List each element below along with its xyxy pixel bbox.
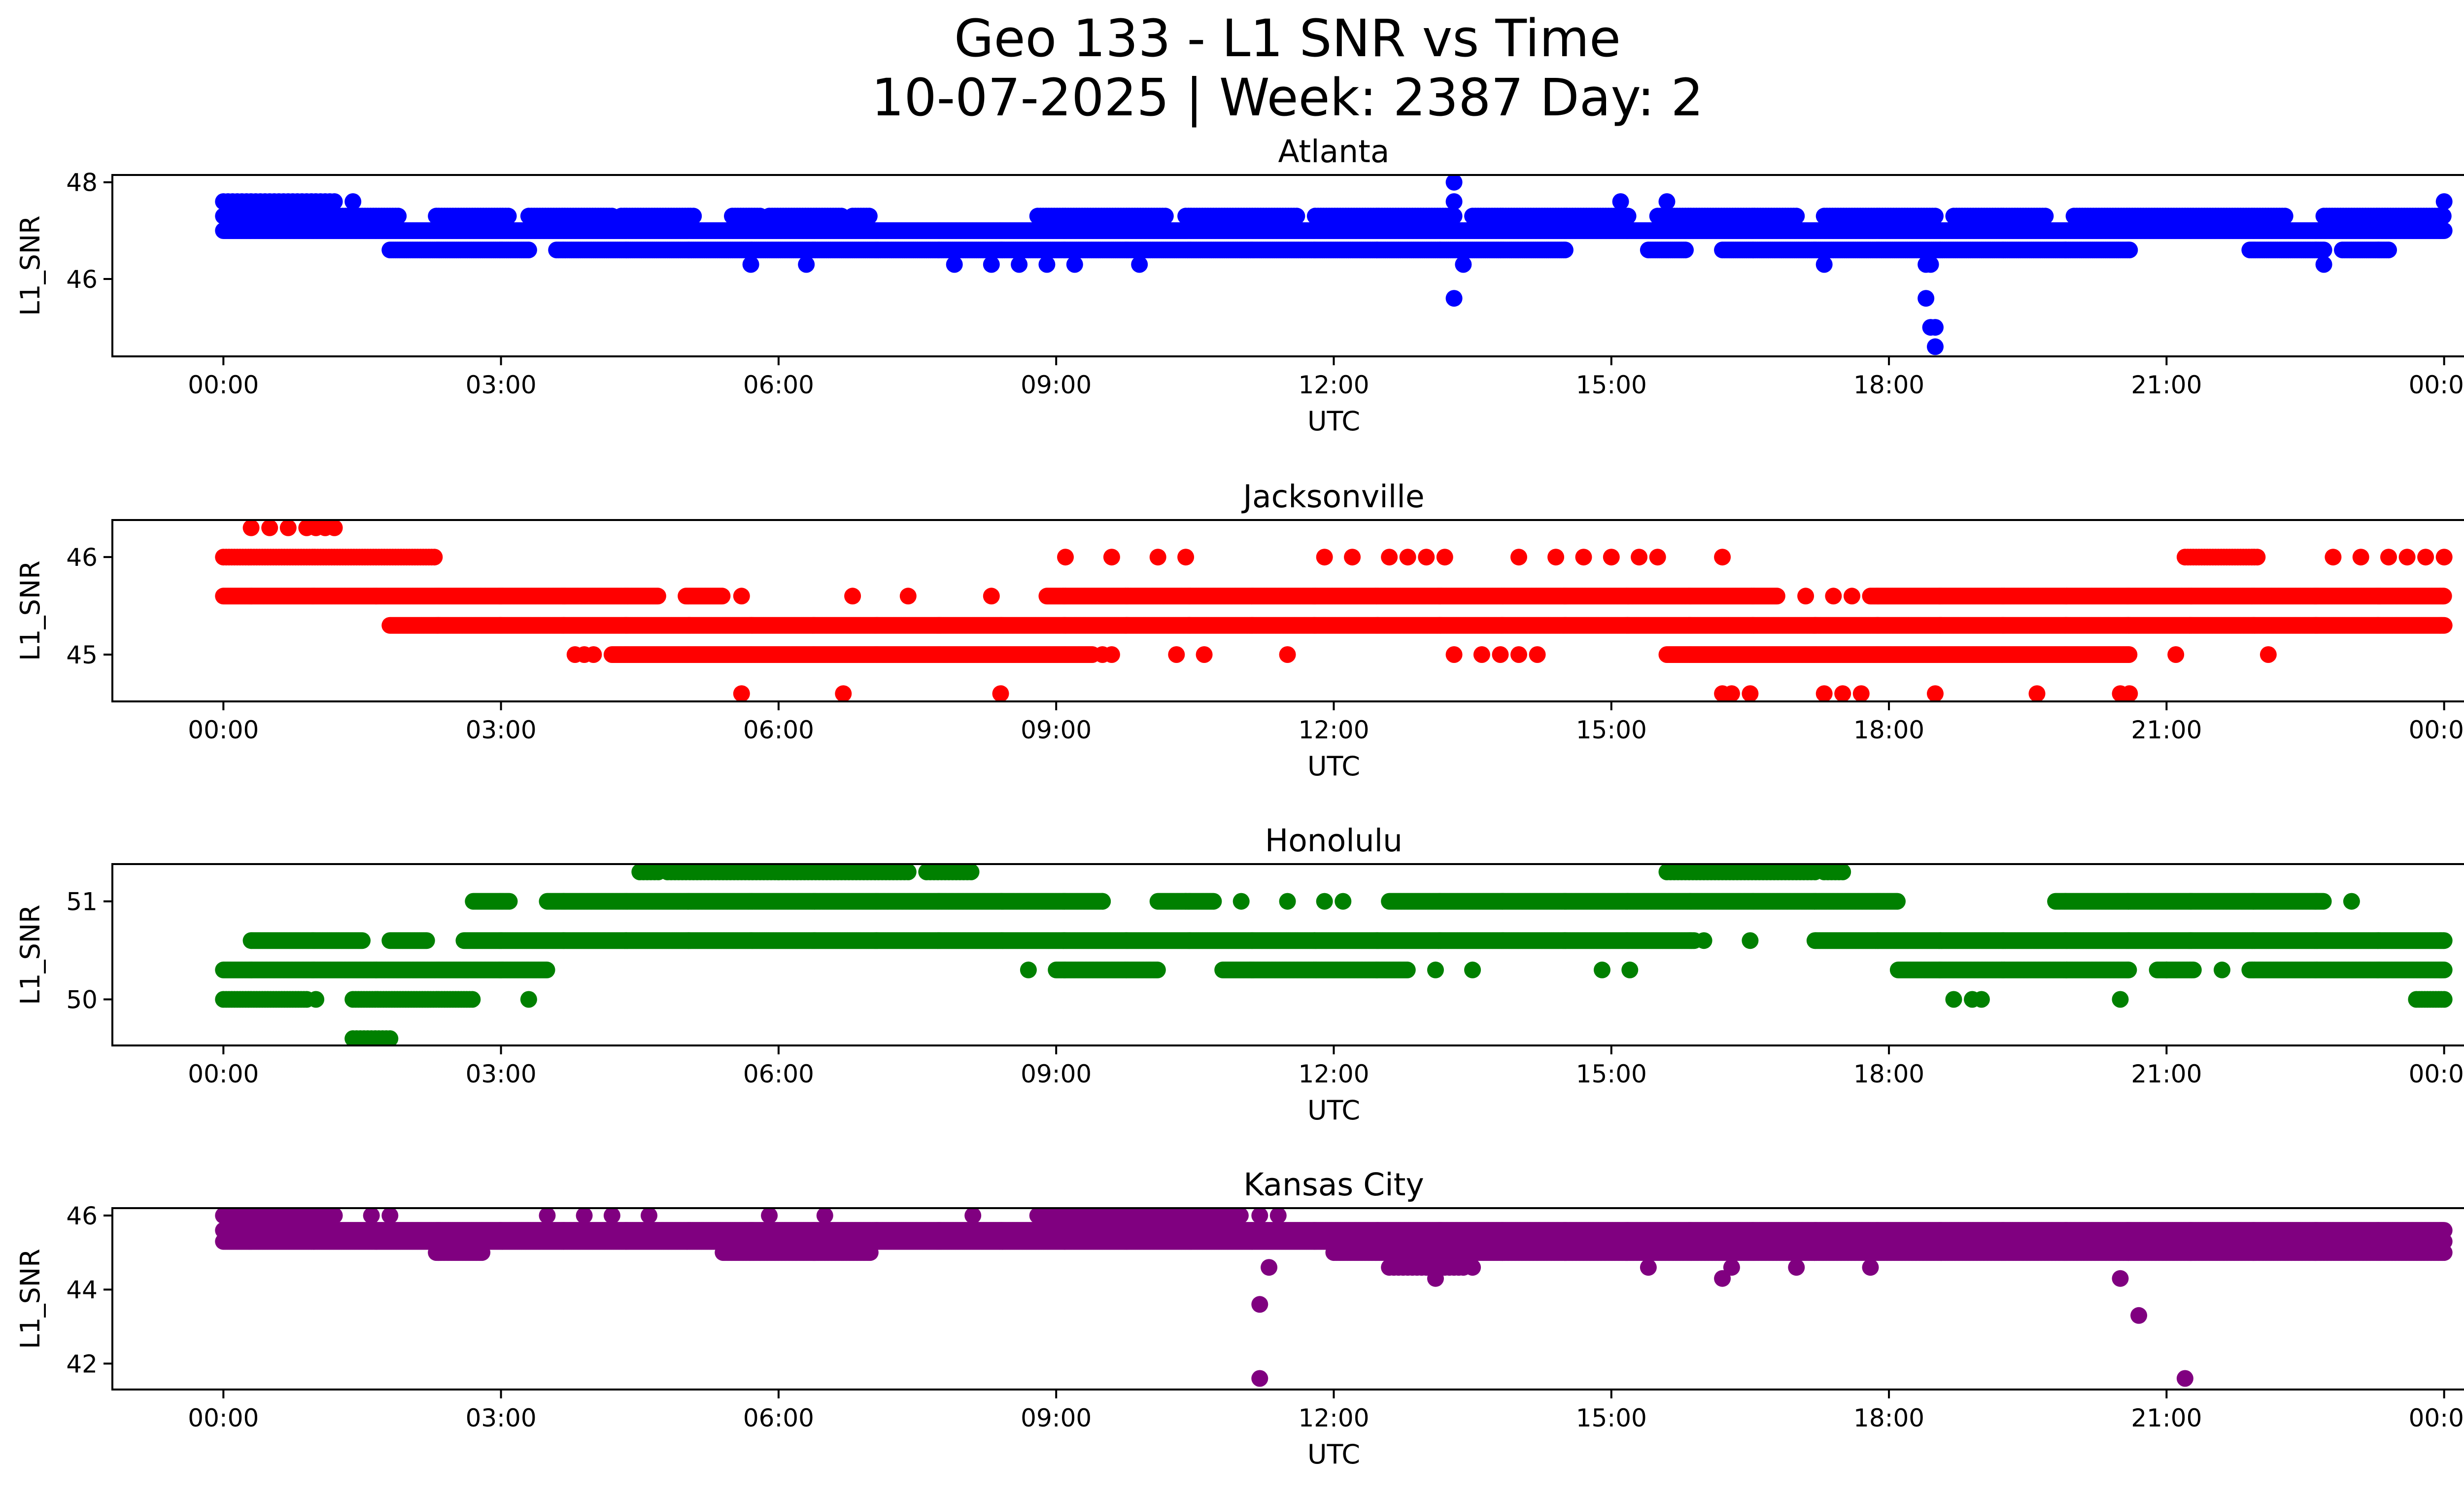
y-axis-label: L1_SNR <box>15 215 46 316</box>
data-point <box>2380 242 2397 259</box>
data-point <box>1788 208 1805 225</box>
data-point <box>742 256 759 273</box>
data-point <box>2434 208 2452 225</box>
subplot-title: Atlanta <box>1278 134 1389 170</box>
data-point <box>1658 193 1676 210</box>
series-markers <box>215 175 2453 355</box>
x-tick-label: 00:00 <box>2409 371 2464 399</box>
data-point <box>2435 222 2453 239</box>
data-point <box>1612 193 1629 210</box>
y-tick-label: 48 <box>66 169 98 197</box>
data-point <box>390 208 407 225</box>
data-point <box>520 242 537 259</box>
data-point <box>2276 208 2293 225</box>
data-point <box>946 256 963 273</box>
data-point <box>1677 242 1694 259</box>
data-point <box>1157 208 1174 225</box>
data-point <box>1288 208 1305 225</box>
data-point <box>860 208 878 225</box>
data-point <box>1011 256 1028 273</box>
data-point <box>2037 208 2054 225</box>
x-tick-label: 18:00 <box>1853 371 1924 399</box>
data-point <box>714 588 731 605</box>
x-tick-label: 15:00 <box>1576 371 1647 399</box>
x-tick-label: 06:00 <box>743 371 814 399</box>
data-point <box>1445 208 1463 225</box>
series-markers <box>215 520 2453 701</box>
data-point <box>1768 588 1785 605</box>
x-tick-label: 03:00 <box>466 371 537 399</box>
figure-title-line-2: 10-07-2025 | Week: 2387 Day: 2 <box>871 68 1704 128</box>
x-tick-label: 21:00 <box>2131 371 2202 399</box>
data-point <box>1445 193 1463 210</box>
data-point <box>1917 290 1935 307</box>
data-point <box>2315 256 2332 273</box>
data-point <box>426 549 443 566</box>
x-tick-label: 12:00 <box>1298 371 1369 399</box>
data-point <box>798 256 815 273</box>
x-axis-label: UTC <box>1307 406 1360 437</box>
data-point <box>1927 208 1944 225</box>
data-point <box>649 588 666 605</box>
data-point <box>1445 175 1463 191</box>
data-point <box>2315 242 2332 259</box>
data-point <box>1445 290 1463 307</box>
axes-frame <box>111 174 2464 357</box>
data-point <box>1927 319 1944 336</box>
data-point <box>1927 338 1944 355</box>
data-point <box>1619 208 1637 225</box>
data-point <box>1038 256 1056 273</box>
data-point <box>685 208 702 225</box>
x-tick-label: 09:00 <box>1021 371 1092 399</box>
data-point <box>1066 256 1083 273</box>
y-tick-label: 46 <box>66 265 98 294</box>
subplot-title: Jacksonville <box>1241 479 1424 515</box>
data-point <box>2435 193 2453 210</box>
data-point <box>2121 242 2138 259</box>
data-point <box>1556 242 1574 259</box>
data-point <box>326 193 343 210</box>
data-point <box>1455 256 1472 273</box>
x-tick-label: 00:00 <box>188 371 259 399</box>
data-point <box>344 193 362 210</box>
figure-title: Geo 133 - L1 SNR vs Time 10-07-2025 | We… <box>0 9 2464 127</box>
data-point <box>500 208 517 225</box>
subplot-atlanta: Atlanta 00:00 03:00 06:00 09:00 12:00 15:00 18:… <box>15 134 2464 437</box>
data-point <box>1131 256 1148 273</box>
data-point <box>1815 256 1833 273</box>
data-point <box>2249 549 2266 566</box>
data-point <box>1922 256 1939 273</box>
data-point <box>983 256 1000 273</box>
figure-title-line-1: Geo 133 - L1 SNR vs Time <box>954 8 1621 69</box>
